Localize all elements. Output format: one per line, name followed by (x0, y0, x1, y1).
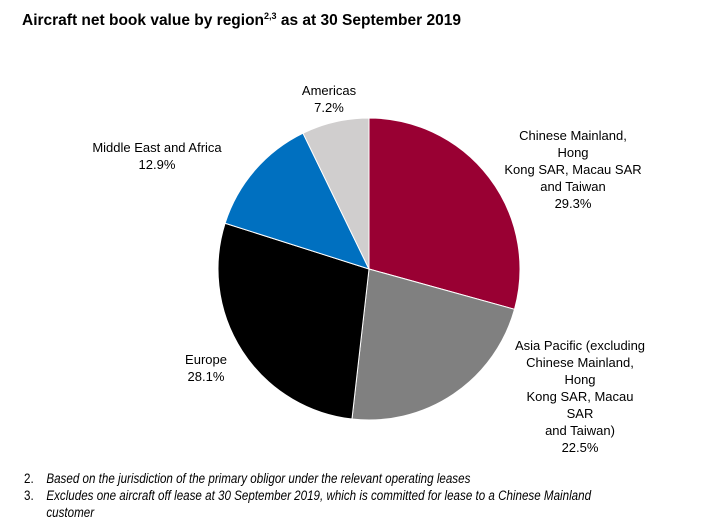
title-suffix: as at 30 September 2019 (276, 12, 461, 29)
slice-label-middle-east-africa: Middle East and Africa 12.9% (92, 140, 222, 172)
slice-label-asia-pacific: Asia Pacific (excluding Chinese Mainland… (514, 338, 646, 455)
footnotes: 2. Based on the jurisdiction of the prima… (24, 470, 714, 521)
pie-slice-chinese-mainland (368, 117, 521, 310)
pie-slice-europe (217, 222, 370, 420)
pie-slice-asia-pacific (351, 268, 516, 421)
footnote-3: 3. Excludes one aircraft off lease at 30 … (24, 488, 592, 520)
slice-label-europe: Europe 28.1% (185, 352, 227, 384)
slice-label-americas: Americas 7.2% (301, 83, 357, 115)
title-text: Aircraft net book value by region (22, 12, 265, 29)
pie-slice-middle-east-africa (224, 132, 370, 270)
chart-title: Aircraft net book value by region2,3 as … (22, 12, 461, 30)
title-superscript: 2,3 (264, 11, 277, 21)
pie-slice-americas (302, 117, 370, 270)
footnote-2: 2. Based on the jurisdiction of the prima… (24, 471, 471, 486)
slice-label-chinese-mainland: Chinese Mainland, Hong Kong SAR, Macau S… (504, 128, 642, 211)
